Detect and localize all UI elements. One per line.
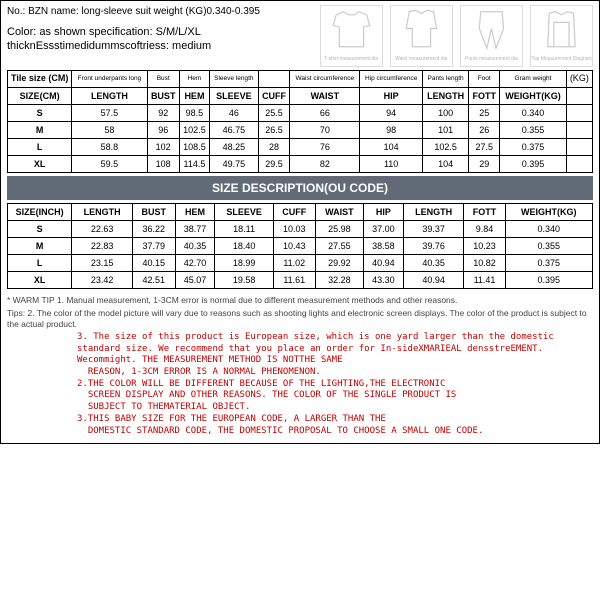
col-header: SLEEVE <box>210 87 259 104</box>
table-row: L23.1540.1542.7018.9911.0229.9240.9440.3… <box>8 254 593 271</box>
cm-table: Tile size (CM) Front underpants long Bus… <box>7 70 593 173</box>
diag-pants: Pants measurement dia <box>460 5 523 67</box>
warm-tips: * WARM TIP 1. Manual measurement, 1-3CM … <box>7 295 593 437</box>
col-header: FOTT <box>464 203 505 220</box>
col-header: HIP <box>364 203 404 220</box>
table-row: XL59.5108114.549.7529.582110104290.395 <box>8 155 593 172</box>
diag-waist: Waist measurement dia <box>390 5 453 67</box>
table-row: M5896102.546.7526.57098101260.355 <box>8 121 593 138</box>
top-bar: No.: BZN name: long-sleeve suit weight (… <box>7 5 593 67</box>
ou-code-title: SIZE DESCRIPTION(OU CODE) <box>7 176 593 200</box>
cm-unit-label: Tile size (CM) <box>8 71 72 88</box>
col-header: BUST <box>132 203 175 220</box>
table-row: XL23.4242.5145.0719.5811.6132.2843.3040.… <box>8 271 593 288</box>
product-info: No.: BZN name: long-sleeve suit weight (… <box>7 5 312 67</box>
col-header: HEM <box>179 87 209 104</box>
cm-table-unit-row: Tile size (CM) Front underpants long Bus… <box>8 71 593 88</box>
table-row: S57.59298.54625.56694100250.340 <box>8 104 593 121</box>
tip-3: 3. The size of this product is European … <box>7 332 593 437</box>
col-header: BUST <box>147 87 179 104</box>
col-header: WAIST <box>290 87 360 104</box>
col-header: SIZE(INCH) <box>8 203 72 220</box>
col-header: WEIGHT(KG) <box>505 203 592 220</box>
diag-top: Top Measurement Diagram <box>530 5 593 67</box>
col-header: CUFF <box>258 87 290 104</box>
col-header: LENGTH <box>403 203 464 220</box>
col-header: LENGTH <box>423 87 469 104</box>
col-header: HEM <box>175 203 215 220</box>
info-line2: Color: as shown specification: S/M/L/XL … <box>7 25 312 55</box>
inch-table: SIZE(INCH)LENGTHBUSTHEMSLEEVECUFFWAISTHI… <box>7 203 593 289</box>
col-header: HIP <box>360 87 423 104</box>
col-header: WEIGHT(KG) <box>500 87 566 104</box>
col-header: LENGTH <box>72 87 147 104</box>
col-header: FOTT <box>469 87 500 104</box>
col-header: LENGTH <box>72 203 133 220</box>
col-header: SLEEVE <box>215 203 274 220</box>
col-header: SIZE(CM) <box>8 87 72 104</box>
table-row: M22.8337.7940.3518.4010.4327.5538.5839.7… <box>8 237 593 254</box>
info-line1: No.: BZN name: long-sleeve suit weight (… <box>7 5 312 19</box>
table-row: S22.6336.2238.7718.1110.0325.9837.0039.3… <box>8 220 593 237</box>
diag-tshirt: T-shirt measurement dia <box>320 5 383 67</box>
col-header: WAIST <box>315 203 363 220</box>
size-chart: No.: BZN name: long-sleeve suit weight (… <box>0 0 600 444</box>
table-row: L58.8102108.548.252876104102.527.50.375 <box>8 138 593 155</box>
tip-2: Tips: 2. The color of the model picture … <box>7 308 593 330</box>
tip-1: * WARM TIP 1. Manual measurement, 1-3CM … <box>7 295 593 306</box>
diagrams: T-shirt measurement dia Waist measuremen… <box>320 5 593 67</box>
col-header: CUFF <box>273 203 315 220</box>
